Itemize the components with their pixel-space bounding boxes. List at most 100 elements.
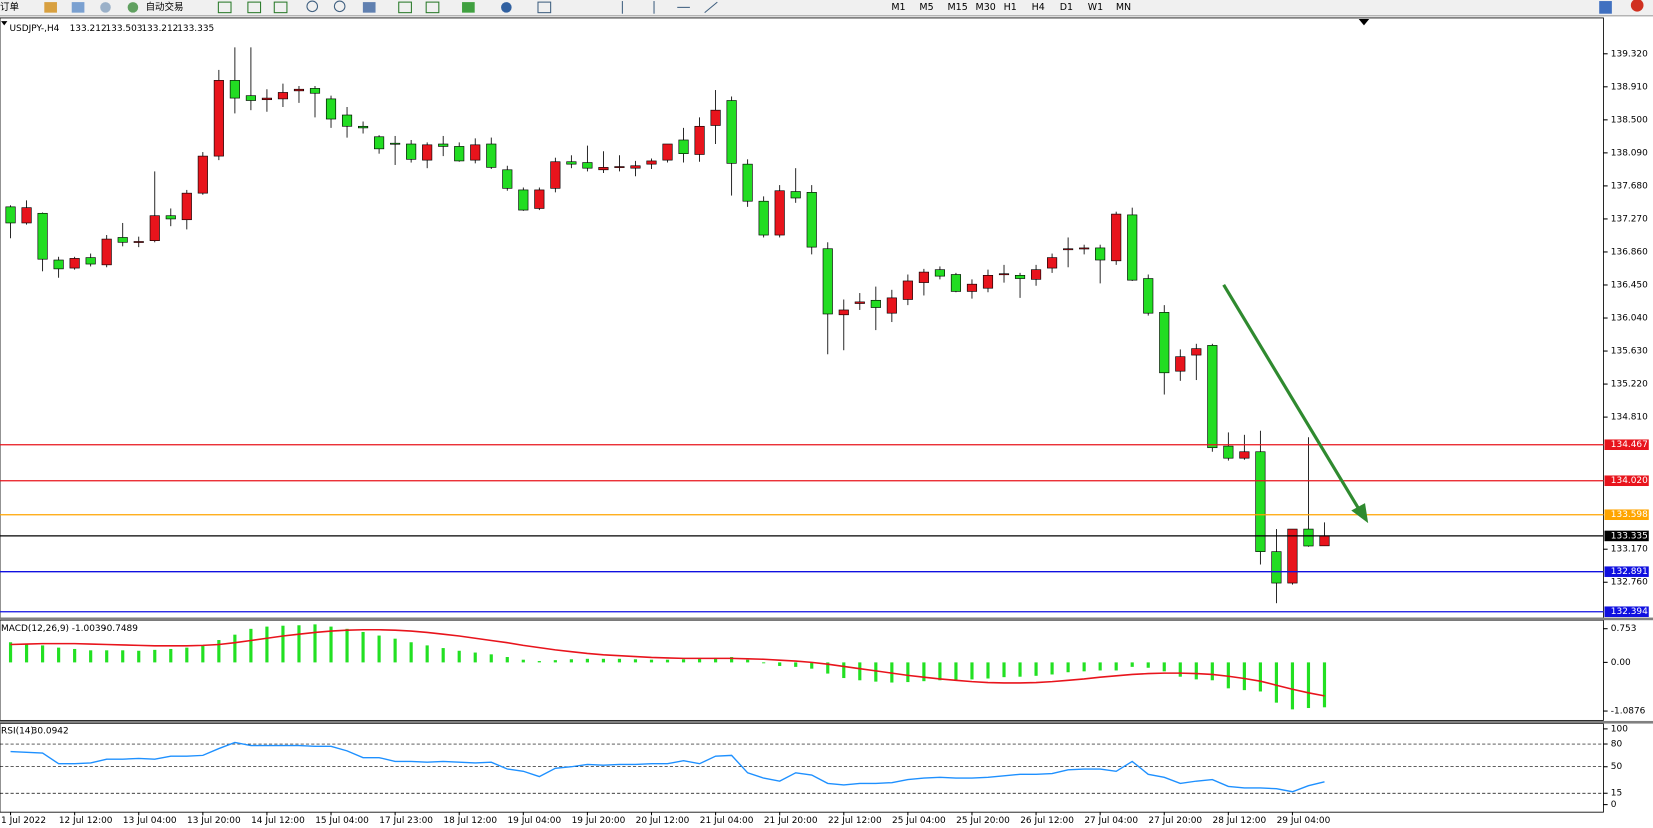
candle-body <box>53 259 64 270</box>
chart-title: USDJPY-,H4 <box>9 24 59 34</box>
icon[interactable] <box>333 0 346 13</box>
icon[interactable] <box>247 1 262 14</box>
candle-body <box>358 125 369 129</box>
candle-body <box>966 283 978 292</box>
x-tick-label: 21 Jul 04:00 <box>700 816 754 826</box>
macd-bar <box>794 662 798 667</box>
icon[interactable] <box>127 2 139 13</box>
rsi-panel <box>0 723 1604 813</box>
macd-bar <box>409 642 413 663</box>
x-tick-label: 29 Jul 04:00 <box>1277 816 1331 826</box>
trend-arrow-head <box>1351 503 1369 524</box>
macd-bar <box>377 635 381 663</box>
annotation <box>1222 283 1369 524</box>
icon[interactable] <box>501 2 512 13</box>
ohlc-value: 133.212 <box>141 24 178 34</box>
timeframe-button[interactable]: M15 <box>947 2 967 13</box>
timeframe-button[interactable]: D1 <box>1060 2 1073 13</box>
candle-body <box>790 191 801 199</box>
icon[interactable] <box>71 2 85 13</box>
candle-body <box>1271 551 1282 584</box>
candle-body <box>1014 275 1026 279</box>
macd-bar <box>137 650 141 663</box>
candle-body <box>502 169 513 189</box>
y-tick-label: 138.910 <box>1611 82 1648 92</box>
icon[interactable] <box>462 2 475 13</box>
candle-body <box>21 207 32 224</box>
notification-badge[interactable] <box>1630 0 1644 12</box>
timeframe-button[interactable]: W1 <box>1088 2 1103 13</box>
candle-body <box>678 139 689 154</box>
price-level-box <box>1604 530 1649 542</box>
price-level-label: 132.394 <box>1611 607 1648 617</box>
candle-body <box>1159 312 1170 374</box>
candle-body <box>165 215 176 220</box>
macd-bar <box>633 659 638 663</box>
timeframe-button[interactable]: M1 <box>891 2 905 13</box>
x-tick-label: 13 Jul 04:00 <box>123 816 177 826</box>
x-tick-label: 25 Jul 04:00 <box>892 816 946 826</box>
candle-body <box>934 269 945 277</box>
candle-body <box>1207 345 1218 449</box>
macd-bar <box>842 662 846 679</box>
icon[interactable] <box>425 1 440 14</box>
indicator-value: -1.0039 <box>72 624 107 634</box>
timeframe-button[interactable]: M5 <box>919 2 933 13</box>
candle-body <box>309 88 321 94</box>
candle-body <box>149 215 160 241</box>
price-level-box <box>1604 439 1649 451</box>
candle-body <box>422 144 433 161</box>
candle-body <box>1111 213 1122 262</box>
toolbar-button[interactable]: 自动交易 <box>146 1 184 13</box>
x-tick-label: 19 Jul 20:00 <box>572 816 626 826</box>
icon[interactable] <box>100 2 111 13</box>
icon[interactable] <box>398 1 412 14</box>
icon[interactable] <box>1599 1 1612 14</box>
candle-body <box>1127 214 1138 281</box>
candle-body <box>870 299 881 308</box>
macd-bar <box>329 626 333 663</box>
icon[interactable] <box>273 1 288 14</box>
chart-shift-marker[interactable] <box>1358 18 1370 26</box>
icon[interactable] <box>217 1 232 14</box>
toolbar-button[interactable]: 订单 <box>0 1 19 13</box>
timeframe-button[interactable]: H1 <box>1004 2 1017 13</box>
timeframe-button[interactable]: MN <box>1116 2 1131 13</box>
x-tick-label: 17 Jul 23:00 <box>379 816 433 826</box>
macd-bar <box>153 649 157 663</box>
signal-line <box>10 628 1325 697</box>
indicator-title: MACD(12,26,9) <box>1 624 69 634</box>
candle-body <box>806 192 817 248</box>
icon[interactable] <box>362 2 376 13</box>
price-level-label: 132.891 <box>1611 567 1648 577</box>
x-tick-label: 19 Jul 04:00 <box>507 816 561 826</box>
icon[interactable] <box>537 1 552 14</box>
timeframe-button[interactable]: M30 <box>976 2 996 13</box>
candle-body <box>838 309 849 316</box>
ohlc-value: 133.335 <box>177 24 214 34</box>
panel-separator <box>0 720 1653 724</box>
macd-bar <box>345 628 349 663</box>
macd-bar <box>521 659 525 663</box>
macd-bar <box>681 659 686 663</box>
price-level-box <box>1604 606 1649 618</box>
macd-bar <box>185 647 189 663</box>
candle-body <box>518 189 529 211</box>
candle-body <box>630 165 641 169</box>
icon[interactable] <box>704 1 718 14</box>
indicator-title: RSI(14) <box>1 726 34 736</box>
icon[interactable] <box>306 0 319 13</box>
candle-body <box>982 275 994 289</box>
candle-body <box>406 143 417 160</box>
macd-bar <box>697 658 702 663</box>
y-tick-label: 138.090 <box>1611 148 1648 158</box>
icon[interactable] <box>44 2 57 13</box>
price-level-label: 134.020 <box>1611 476 1648 486</box>
timeframe-button[interactable]: H4 <box>1032 2 1045 13</box>
macd-bar <box>938 662 942 681</box>
x-tick-label: 13 Jul 20:00 <box>187 816 241 826</box>
macd-bar <box>1290 662 1295 710</box>
candle-body <box>117 237 128 243</box>
y-tick-label: 80 <box>1611 740 1623 750</box>
candle-body <box>293 88 305 92</box>
